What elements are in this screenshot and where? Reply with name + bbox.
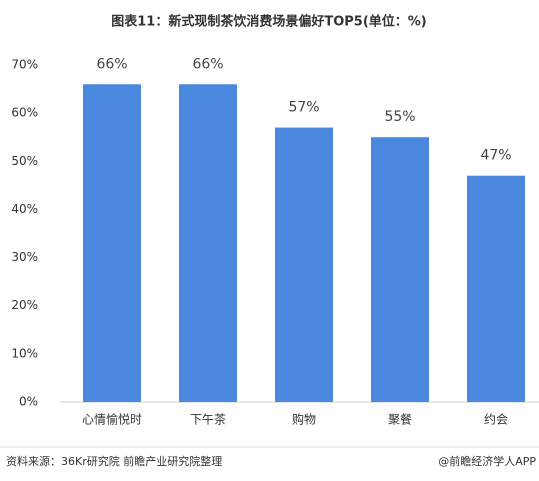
value-label: 66% bbox=[96, 56, 127, 72]
bar bbox=[275, 127, 333, 402]
y-tick-label: 70% bbox=[11, 58, 38, 72]
y-tick-label: 40% bbox=[11, 202, 38, 216]
bar bbox=[371, 137, 429, 402]
y-tick-label: 60% bbox=[11, 106, 38, 120]
value-label: 47% bbox=[480, 148, 511, 164]
bar bbox=[83, 84, 141, 402]
x-tick-label: 约会 bbox=[484, 412, 508, 427]
y-tick-label: 50% bbox=[11, 154, 38, 168]
credit: @前瞻经济学人APP bbox=[438, 454, 536, 468]
y-tick-label: 10% bbox=[11, 346, 38, 360]
bar bbox=[179, 84, 237, 402]
y-tick-label: 0% bbox=[19, 395, 38, 409]
x-tick-label: 心情愉悦时 bbox=[82, 412, 142, 427]
value-label: 57% bbox=[288, 100, 319, 116]
y-tick-label: 30% bbox=[11, 250, 38, 264]
value-label: 66% bbox=[192, 56, 223, 72]
x-tick-label: 聚餐 bbox=[388, 412, 412, 427]
chart-title: 图表11：新式现制茶饮消费场景偏好TOP5(单位：%) bbox=[111, 14, 427, 30]
x-tick-label: 购物 bbox=[292, 412, 316, 427]
bar bbox=[467, 175, 525, 402]
y-tick-label: 20% bbox=[11, 298, 38, 312]
x-tick-label: 下午茶 bbox=[190, 412, 226, 427]
value-label: 55% bbox=[384, 109, 415, 125]
source-note: 资料来源：36Kr研究院 前瞻产业研究院整理 bbox=[6, 454, 222, 468]
